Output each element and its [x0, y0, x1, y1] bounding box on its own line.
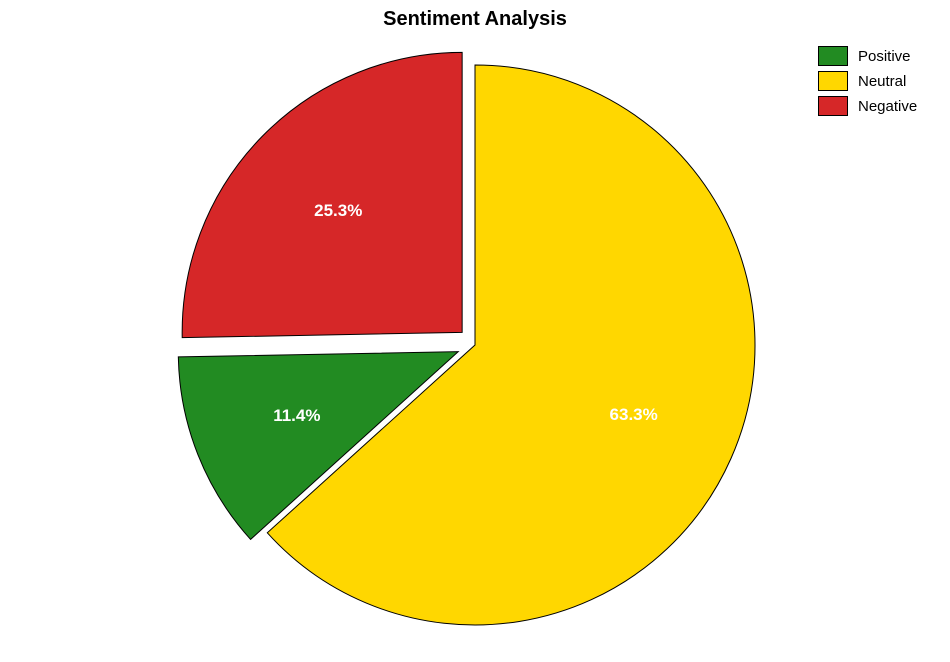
- slice-label-positive: 11.4%: [273, 406, 320, 426]
- legend-item-positive: Positive: [818, 46, 917, 66]
- slice-label-negative: 25.3%: [314, 201, 362, 221]
- sentiment-pie-chart: Sentiment Analysis PositiveNeutralNegati…: [0, 0, 950, 662]
- legend-swatch-positive: [818, 46, 848, 66]
- legend-item-negative: Negative: [818, 96, 917, 116]
- legend: Positive Neutral Negative: [818, 46, 917, 121]
- legend-swatch-neutral: [818, 71, 848, 91]
- legend-swatch-negative: [818, 96, 848, 116]
- pie-slice-negative: [182, 52, 462, 337]
- legend-label-positive: Positive: [858, 48, 911, 65]
- legend-item-neutral: Neutral: [818, 71, 917, 91]
- slice-label-neutral: 63.3%: [610, 405, 658, 425]
- legend-label-negative: Negative: [858, 98, 917, 115]
- legend-label-neutral: Neutral: [858, 73, 906, 90]
- pie-svg: [0, 0, 950, 662]
